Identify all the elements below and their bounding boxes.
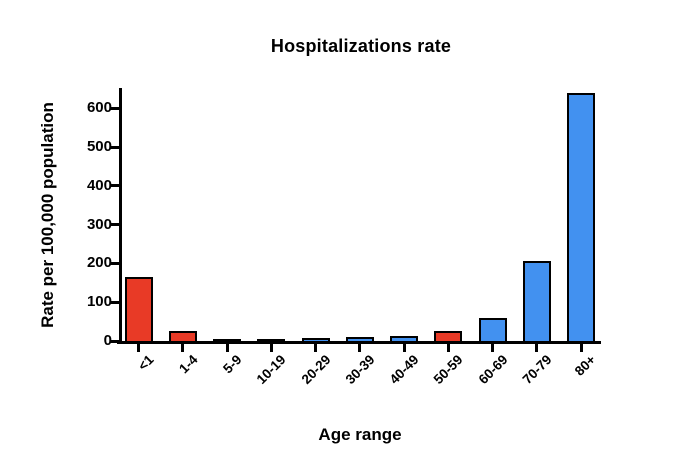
bar-80+ [567,92,596,344]
bar-30-39 [345,337,374,344]
y-axis-line [118,88,122,343]
bar-50-59 [434,331,463,344]
x-tick-5-9 [225,343,229,352]
y-tick-400 [110,184,119,188]
bar-1-4 [168,331,197,344]
x-axis-label: Age range [318,425,402,444]
bar-70-79 [522,261,551,344]
x-tick-1-4 [181,343,185,352]
x-tick-50-59 [446,343,450,352]
y-tick-200 [110,261,119,265]
y-tick-label-300: 300 [86,215,112,233]
y-tick-label-100: 100 [86,293,112,311]
y-tick-500 [110,145,119,149]
x-tick-60-69 [491,343,495,352]
bar-60-69 [478,317,507,344]
y-tick-label-600: 600 [86,99,112,117]
y-tick-300 [110,223,119,227]
bar-20-29 [301,337,330,344]
bar-10-19 [257,339,286,344]
y-tick-label-400: 400 [86,176,112,194]
y-tick-100 [110,300,119,304]
chart-title: Hospitalizations rate [270,36,452,56]
bar-40-49 [390,336,419,344]
y-tick-600 [110,106,119,110]
x-tick-<1 [137,343,141,352]
x-tick-10-19 [269,343,273,352]
y-tick-0 [110,339,119,343]
y-tick-label-500: 500 [86,138,112,155]
y-tick-label-200: 200 [86,254,112,272]
x-tick-20-29 [314,343,318,352]
bar-5-9 [213,339,242,344]
x-tick-30-39 [358,343,362,352]
x-tick-80+ [579,343,583,352]
x-tick-40-49 [402,343,406,352]
y-tick-label-0: 0 [103,332,112,349]
x-tick-70-79 [535,343,539,352]
bar-<1 [124,276,153,344]
